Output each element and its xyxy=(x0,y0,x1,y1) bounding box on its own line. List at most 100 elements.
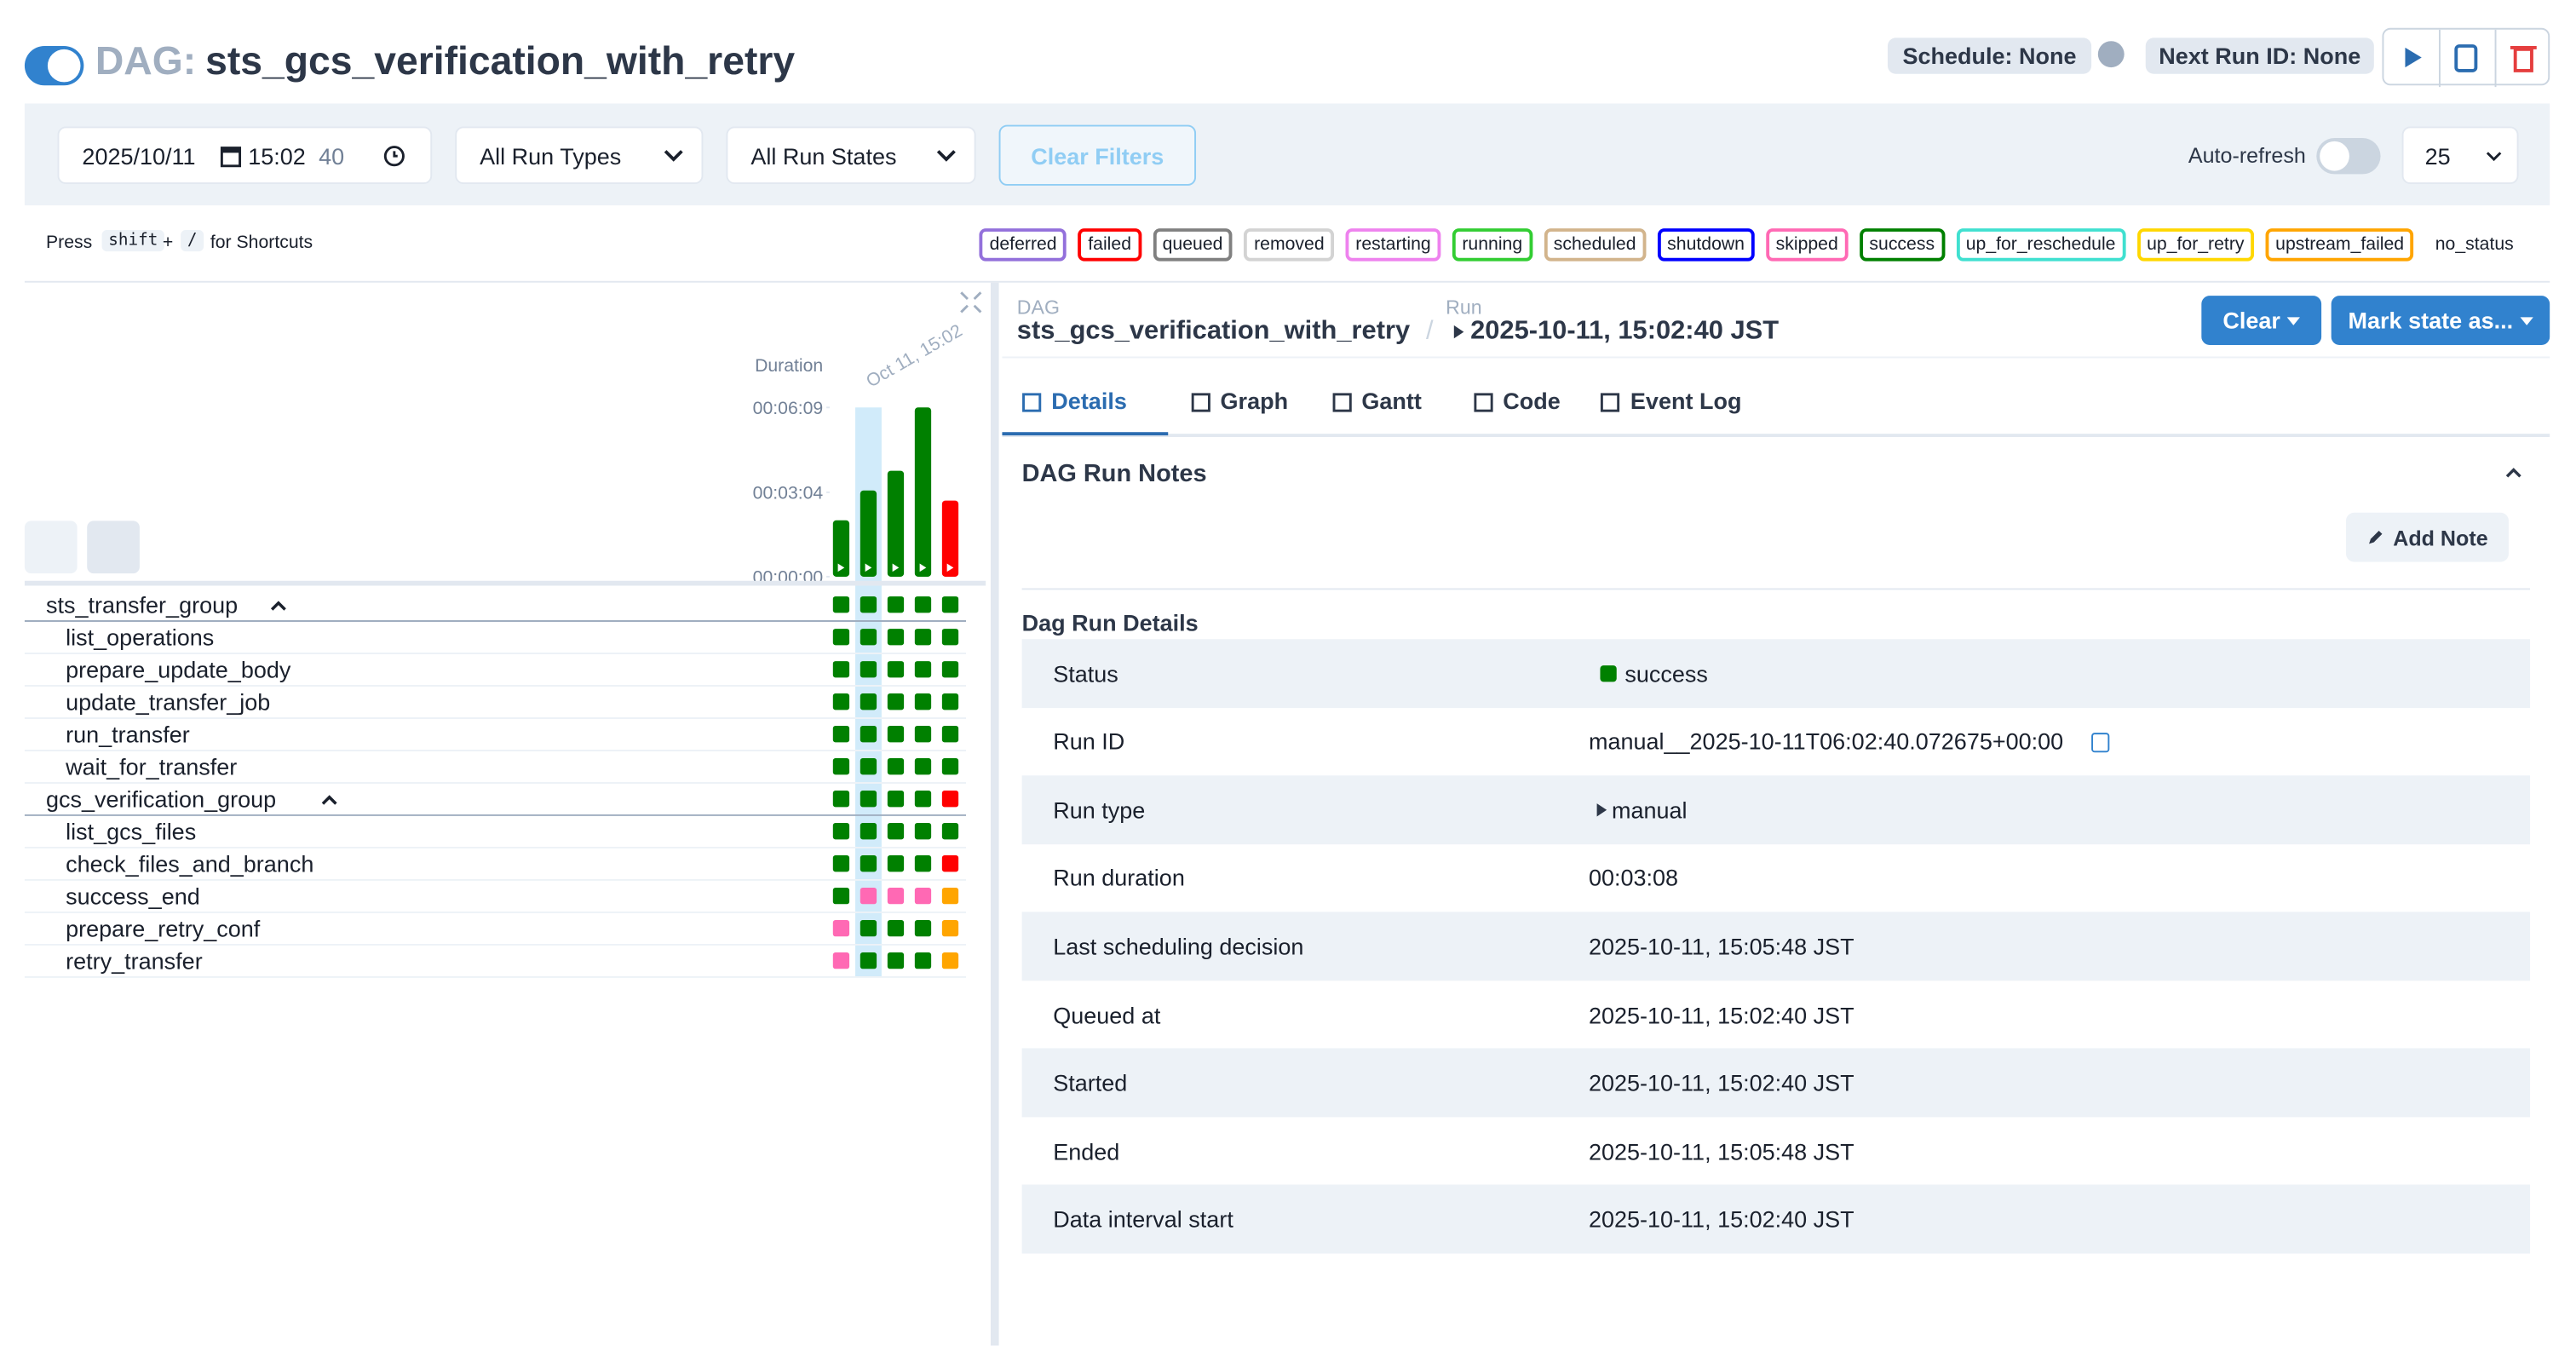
tab[interactable]: Code xyxy=(1474,388,1561,414)
duration-bar xyxy=(914,407,932,577)
toggle-knob xyxy=(47,49,81,83)
task-instance xyxy=(832,661,850,678)
state-chip[interactable]: queued xyxy=(1153,228,1233,262)
detail-row: Last scheduling decision 2025-10-11, 15:0… xyxy=(1021,912,2531,981)
time-seconds: 40 xyxy=(319,142,345,170)
task-instance xyxy=(832,823,850,840)
add-note-button[interactable]: Add Note xyxy=(2346,512,2509,562)
run-type-icon xyxy=(1596,802,1607,817)
task-name: list_operations xyxy=(66,624,214,650)
run-type-select[interactable]: All Run Types xyxy=(455,126,704,185)
resize-handle[interactable] xyxy=(990,282,999,1346)
run-state: All Run States xyxy=(750,142,897,170)
delete-button[interactable] xyxy=(2513,47,2533,72)
task-instance xyxy=(914,726,932,743)
reparse-button[interactable] xyxy=(2454,44,2478,72)
state-chip[interactable]: restarting xyxy=(1345,228,1441,262)
task-name: sts_transfer_group xyxy=(46,592,238,618)
task-instance xyxy=(832,596,850,613)
task-instance xyxy=(914,629,932,646)
task-name: gcs_verification_group xyxy=(46,786,276,812)
breadcrumb-label: Run xyxy=(1446,296,1482,319)
detail-label: Run type xyxy=(1053,797,1146,823)
tab[interactable]: Graph xyxy=(1191,388,1288,414)
collapse-button[interactable] xyxy=(87,521,140,574)
detail-label: Queued at xyxy=(1053,1001,1161,1028)
run-type-icon xyxy=(837,563,845,572)
detail-label: Last scheduling decision xyxy=(1053,933,1304,960)
duration-bar xyxy=(941,500,959,577)
task-name: update_transfer_job xyxy=(66,689,270,715)
state-chip[interactable]: removed xyxy=(1244,228,1335,262)
grid-view: Duration Oct 11, 15:0200:00:0000:03:0400:… xyxy=(24,321,986,978)
page-size-select[interactable]: 25 xyxy=(2401,126,2519,185)
task-instance xyxy=(832,726,850,743)
state-chip[interactable]: success xyxy=(1859,228,1945,262)
task-instance xyxy=(887,661,905,678)
info-icon[interactable] xyxy=(2097,41,2125,68)
notes-chevron[interactable] xyxy=(2504,465,2523,481)
task-instance xyxy=(914,920,932,937)
y-tick-label: 00:06:09 xyxy=(753,399,824,418)
task-instance xyxy=(887,823,905,840)
task-instance xyxy=(914,888,932,905)
task-instance xyxy=(914,596,932,613)
run-state-select[interactable]: All Run States xyxy=(726,126,976,185)
date-input[interactable]: 2025/10/11 15:02 40 xyxy=(57,126,433,185)
state-chip[interactable]: running xyxy=(1452,228,1532,262)
task-instance xyxy=(941,693,959,710)
state-chip[interactable]: no_status xyxy=(2435,234,2514,255)
calendar-icon xyxy=(220,147,242,168)
task-instance xyxy=(941,726,959,743)
duration-bar xyxy=(860,490,877,577)
state-chip[interactable]: skipped xyxy=(1766,228,1849,262)
shortcuts-hint: Press shift + / for Shortcuts xyxy=(46,230,375,260)
dag-toggle[interactable] xyxy=(24,46,84,86)
collapse-icon[interactable] xyxy=(959,290,982,313)
state-chip[interactable]: shutdown xyxy=(1657,228,1755,262)
state-chip[interactable]: failed xyxy=(1078,228,1141,262)
run-type-icon xyxy=(946,563,954,572)
state-chip[interactable]: deferred xyxy=(980,228,1067,262)
task-instance xyxy=(914,693,932,710)
task-instance xyxy=(941,888,959,905)
auto-refresh-toggle[interactable] xyxy=(2316,138,2381,175)
tab-icon xyxy=(1474,393,1493,412)
clear-filters[interactable]: Clear Filters xyxy=(998,124,1197,186)
run-type-icon xyxy=(865,563,872,572)
task-instance xyxy=(941,920,959,937)
trigger-button[interactable] xyxy=(2405,47,2422,68)
state-chip[interactable]: scheduled xyxy=(1544,228,1647,262)
task-instance xyxy=(914,758,932,775)
task-name: wait_for_transfer xyxy=(65,754,237,779)
task-name: check_files_and_branch xyxy=(66,851,313,877)
clear-button[interactable]: Clear xyxy=(2201,296,2322,346)
action-icons xyxy=(2405,29,2537,88)
task-instance xyxy=(832,920,850,937)
detail-value: 2025-10-11, 15:02:40 JST xyxy=(1588,1205,1854,1233)
tab[interactable]: Details xyxy=(1022,388,1127,414)
state-chip[interactable]: upstream_failed xyxy=(2265,228,2414,262)
state-chip[interactable]: up_for_retry xyxy=(2136,228,2255,262)
task-name: list_gcs_files xyxy=(66,819,196,844)
detail-row: Queued at 2025-10-11, 15:02:40 JST xyxy=(1021,980,2531,1050)
details-table: Status success Run ID manual__2025-10-11T06… xyxy=(1021,639,2531,1254)
state-chip[interactable]: up_for_reschedule xyxy=(1956,228,2126,262)
hint-text: + xyxy=(162,233,174,254)
expand-button[interactable] xyxy=(24,521,78,574)
task-instance xyxy=(860,693,877,710)
caret xyxy=(2286,316,2301,325)
tab-icon xyxy=(1332,393,1352,412)
task-instance xyxy=(914,661,932,678)
tab[interactable]: Event Log xyxy=(1601,388,1741,414)
detail-value: manual xyxy=(1611,797,1688,823)
mark-state-button[interactable]: Mark state as... xyxy=(2331,296,2550,346)
breadcrumb-dag[interactable]: sts_gcs_verification_with_retry xyxy=(1016,317,1411,346)
duration-bar xyxy=(832,520,850,577)
tab[interactable]: Gantt xyxy=(1332,388,1422,414)
copy-button[interactable] xyxy=(2091,733,2110,753)
task-name: run_transfer xyxy=(66,722,190,747)
task-instance xyxy=(832,888,850,905)
tab-icon xyxy=(1191,393,1210,412)
task-instance xyxy=(887,596,905,613)
